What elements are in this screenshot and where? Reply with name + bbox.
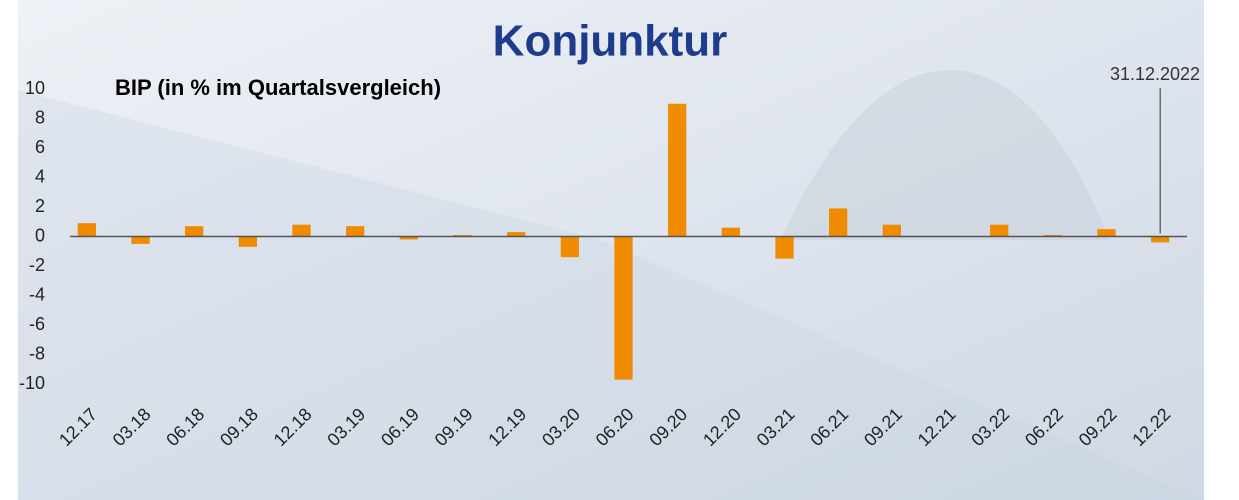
bar xyxy=(78,223,96,236)
y-tick-label: 10 xyxy=(25,78,45,98)
bar xyxy=(668,104,686,237)
bar xyxy=(292,225,310,237)
chart-title: Konjunktur xyxy=(493,17,728,66)
y-tick-label: -6 xyxy=(29,314,45,334)
bar xyxy=(1151,237,1169,243)
bar xyxy=(561,237,579,258)
y-tick-label: 6 xyxy=(35,137,45,157)
bar xyxy=(775,237,793,259)
annotation: 31.12.2022 xyxy=(1110,64,1200,84)
bar xyxy=(614,237,632,380)
chart: Konjunktur BIP (in % im Quartalsvergleic… xyxy=(0,0,1239,500)
y-tick-label: 2 xyxy=(35,196,45,216)
y-tick-label: 8 xyxy=(35,107,45,127)
bar xyxy=(990,225,1008,237)
chart-subtitle: BIP (in % im Quartalsvergleich) xyxy=(115,75,441,100)
bar xyxy=(1097,229,1115,236)
y-tick-label: -8 xyxy=(29,343,45,363)
page: {"chart_data": {"type": "bar", "title": … xyxy=(0,0,1239,500)
y-tick-label: 0 xyxy=(35,225,45,245)
y-tick-label: -10 xyxy=(19,373,45,393)
bar xyxy=(722,228,740,237)
y-tick-label: 4 xyxy=(35,166,45,186)
bar xyxy=(883,225,901,237)
bar xyxy=(346,226,364,236)
bar xyxy=(131,237,149,244)
y-tick-label: -2 xyxy=(29,255,45,275)
bar xyxy=(239,237,257,247)
bar xyxy=(829,208,847,236)
y-tick-label: -4 xyxy=(29,284,45,304)
bar xyxy=(185,226,203,236)
